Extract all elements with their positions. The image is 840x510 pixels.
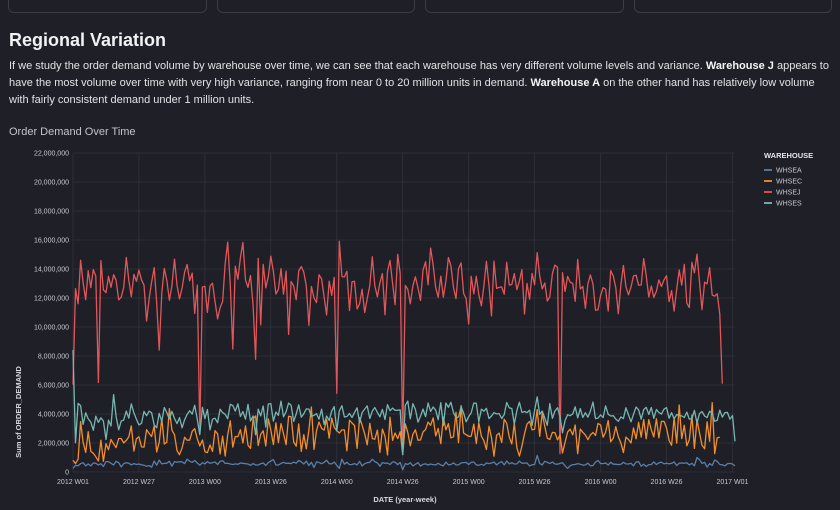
y-tick-label: 4,000,000: [38, 412, 69, 419]
y-tick-label: 16,000,000: [34, 238, 69, 245]
legend-title: WAREHOUSE: [764, 151, 813, 160]
series-line-whses[interactable]: [72, 350, 736, 456]
x-tick-label: 2016 W00: [585, 479, 617, 486]
legend-label-whsec[interactable]: WHSEC: [776, 179, 802, 186]
metric-card: [216, 0, 415, 13]
section-title: Regional Variation: [9, 30, 167, 50]
x-tick-label: 2013 W26: [255, 479, 287, 486]
chart-title: Order Demand Over Time: [9, 126, 136, 138]
y-axis: 0 2,000,000 4,000,000 6,000,000 8,000,000 10,…: [34, 151, 69, 477]
y-tick-label: 6,000,000: [38, 383, 69, 390]
series-lines[interactable]: [72, 240, 736, 471]
y-tick-label: 10,000,000: [34, 325, 69, 332]
y-tick-label: 2,000,000: [38, 441, 69, 448]
metric-card: [633, 0, 832, 13]
y-tick-label: 20,000,000: [34, 180, 69, 187]
y-tick-label: 22,000,000: [34, 151, 69, 158]
x-tick-label: 2012 W27: [123, 479, 155, 486]
intro-text: If we study the order demand volume by w…: [9, 60, 706, 72]
section-intro: If we study the order demand volume by w…: [9, 58, 829, 109]
y-tick-label: 14,000,000: [34, 267, 69, 274]
y-tick-label: 12,000,000: [34, 296, 69, 303]
metric-cards-row: [8, 0, 832, 13]
x-tick-label: 2016 W26: [651, 479, 683, 486]
x-axis-title: DATE (year-week): [373, 495, 437, 504]
metric-card: [425, 0, 624, 13]
series-line-whsec[interactable]: [72, 402, 720, 465]
intro-highlight-warehouse-j: Warehouse J: [705, 60, 774, 72]
order-demand-chart[interactable]: 0 2,000,000 4,000,000 6,000,000 8,000,000 10,…: [0, 140, 840, 510]
legend-label-whses[interactable]: WHSES: [776, 201, 802, 208]
legend-label-whsea[interactable]: WHSEA: [776, 168, 802, 175]
intro-highlight-warehouse-a: Warehouse A: [530, 77, 601, 89]
x-tick-label: 2015 W00: [453, 479, 485, 486]
legend[interactable]: WHSEA WHSEC WHSEJ WHSES: [764, 168, 802, 208]
y-axis-title: Sum of ORDER_DEMAND: [14, 366, 23, 458]
legend-label-whsej[interactable]: WHSEJ: [776, 190, 801, 197]
x-axis: 2012 W01 2012 W27 2013 W00 2013 W26 2014 W00…: [57, 479, 748, 486]
intro-text: appears to have the most volume over tim…: [9, 60, 829, 89]
x-tick-label: 2017 W01: [717, 479, 749, 486]
x-tick-label: 2012 W01: [57, 479, 89, 486]
x-tick-label: 2014 W26: [387, 479, 419, 486]
y-tick-label: 8,000,000: [38, 354, 69, 361]
series-line-whsej[interactable]: [72, 240, 723, 455]
metric-card: [8, 0, 207, 13]
y-tick-label: 0: [65, 470, 69, 477]
series-line-whsea[interactable]: [72, 454, 736, 471]
intro-text: on the other hand has relatively low vol…: [9, 77, 815, 106]
y-tick-label: 18,000,000: [34, 209, 69, 216]
x-tick-label: 2015 W26: [519, 479, 551, 486]
x-tick-label: 2014 W00: [321, 479, 353, 486]
x-tick-label: 2013 W00: [189, 479, 221, 486]
